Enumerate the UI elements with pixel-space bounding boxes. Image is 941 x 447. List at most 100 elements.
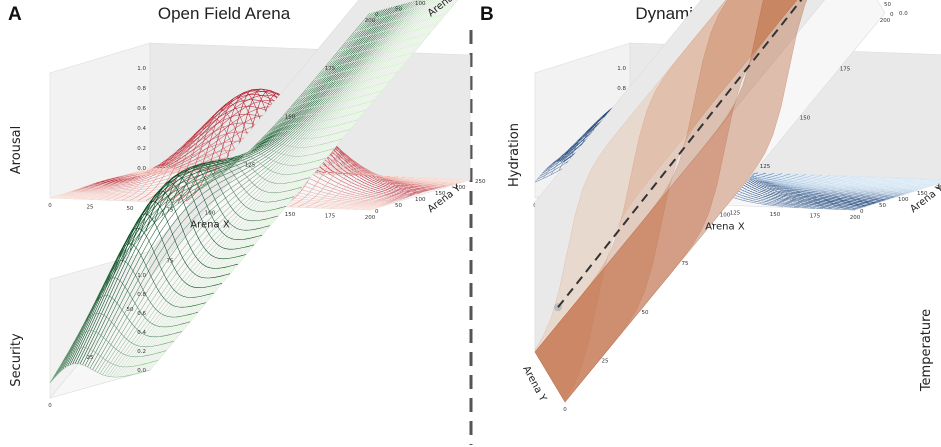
- hydration-x-tick-label: 150: [770, 212, 781, 218]
- security-mesh-line-x: [281, 90, 383, 118]
- arousal-x-tick-label: 150: [285, 212, 296, 218]
- hydration-mesh-line-x: [774, 176, 871, 206]
- security-mesh-line-x: [289, 80, 391, 109]
- security-mesh-line-x: [273, 100, 375, 127]
- security-x-tick-label: 50: [127, 307, 134, 313]
- arousal-x-tick-label: 75: [167, 208, 174, 214]
- security-mesh-line-x: [297, 71, 399, 99]
- hydration-mesh-line-x: [814, 178, 911, 209]
- security-y-tick-label: 100: [415, 1, 426, 7]
- security-mesh-line-x: [193, 160, 295, 203]
- hydration-mesh-line-x: [846, 179, 941, 210]
- hydration-y-tick-label: 150: [917, 191, 928, 197]
- temperature-surface-mesh: [534, 0, 808, 403]
- temperature-x-tick-label: 200: [880, 18, 891, 24]
- security-mesh-line-x: [73, 312, 175, 348]
- security-mesh-line-x: [65, 330, 167, 358]
- arousal-x-tick-label: 200: [365, 215, 376, 221]
- security-mesh-line-x: [201, 158, 303, 194]
- hydration-x-tick-label: 125: [730, 211, 741, 217]
- security-z-axis-title: Security: [9, 333, 24, 387]
- security-mesh-line-x: [313, 52, 415, 81]
- security-mesh-line-x: [337, 23, 439, 52]
- temperature-sigmoid-sheet: [534, 0, 808, 403]
- hydration-y-tick-label: 0: [860, 209, 864, 215]
- temperature-z-axis-title: Temperature: [919, 309, 934, 392]
- security-mesh-line-x: [217, 154, 319, 178]
- security-mesh-line-x: [49, 363, 151, 384]
- temperature-sigmoid-sheet: [534, 0, 798, 403]
- arousal-mesh-line-x: [313, 173, 415, 208]
- temperature-x-tick-label: 25: [602, 358, 609, 364]
- arousal-x-tick-label: 0: [48, 203, 52, 209]
- hydration-mesh-line-x: [782, 177, 879, 207]
- hydration-mesh-line-x: [798, 177, 895, 208]
- security-mesh-line-x: [97, 260, 199, 318]
- arousal-y-tick-label: 50: [395, 203, 402, 209]
- temperature-x-tick-label: 100: [720, 213, 731, 219]
- hydration-mesh-line-x: [806, 177, 903, 209]
- security-mesh-line-x: [369, 0, 418, 14]
- arousal-mesh-line-x: [337, 178, 439, 209]
- arousal-x-tick-label: 175: [325, 214, 336, 220]
- hydration-mesh-line-x: [758, 176, 855, 204]
- arousal-y-tick-label: 150: [435, 191, 446, 197]
- security-z-tick-label: 0.6: [137, 311, 146, 317]
- panel-a-letter: A: [8, 4, 22, 25]
- security-surface-mesh: [49, 0, 458, 384]
- arousal-mesh-line-x: [369, 179, 471, 211]
- security-mesh-line-x: [121, 213, 223, 288]
- security-mesh-line-x: [145, 181, 247, 260]
- security-mesh-line-x: [129, 201, 231, 279]
- arousal-mesh-line-x: [321, 177, 423, 209]
- security-x-tick-label: 125: [245, 162, 256, 168]
- temperature-sigmoid-sheet: [534, 0, 798, 403]
- security-x-tick-label: 0: [48, 403, 52, 409]
- temperature-sigmoid-sheet: [534, 0, 798, 401]
- security-x-tick-label: 100: [205, 211, 216, 217]
- security-mesh-line-x: [321, 42, 423, 71]
- trajectory-arrow-line: [557, 0, 803, 308]
- security-mesh-line-x: [153, 175, 255, 250]
- arousal-mesh-line-x: [361, 179, 463, 210]
- security-mesh-line-x: [169, 166, 271, 231]
- arousal-y-tick-label: 100: [415, 197, 426, 203]
- arousal-mesh-line-x: [289, 155, 391, 207]
- security-x-tick-label: 175: [325, 66, 336, 72]
- security-y-tick-label: 50: [395, 6, 402, 12]
- arousal-z-tick-label: 0.4: [137, 126, 146, 132]
- security-mesh-line-x: [225, 151, 327, 172]
- arousal-z-tick-label: 0.8: [137, 86, 146, 92]
- hydration-y-tick-label: 50: [879, 203, 886, 209]
- temperature-floor-pane: [534, 0, 886, 403]
- arousal-mesh-line-x: [57, 167, 159, 199]
- arousal-mesh-line-x: [345, 178, 447, 210]
- hydration-y-tick-label: 100: [898, 197, 909, 203]
- security-x-tick-label: 75: [167, 259, 174, 265]
- arousal-z-tick-label: 0.6: [137, 106, 146, 112]
- security-mesh-line-x: [113, 227, 215, 298]
- hydration-mesh-line-x: [838, 179, 935, 210]
- arousal-x-tick-label: 25: [87, 205, 94, 211]
- security-mesh-line-x: [81, 295, 183, 338]
- security-mesh-line-x: [177, 163, 279, 222]
- arousal-mesh-line-x: [49, 167, 151, 199]
- security-mesh-line-x: [105, 243, 207, 308]
- arousal-z-tick-label: 0.2: [137, 146, 146, 152]
- security-z-tick-label: 0.0: [137, 368, 146, 374]
- hydration-mesh-line-x: [790, 177, 887, 208]
- security-x-tick-label: 25: [87, 355, 94, 361]
- arousal-z-tick-label: 1.0: [137, 66, 146, 72]
- panel-a-title: Open Field Arena: [158, 4, 291, 23]
- arousal-z-axis-title: Arousal: [9, 126, 24, 175]
- security-mesh-line-x: [241, 138, 343, 159]
- security-mesh-line-x: [265, 109, 367, 135]
- arousal-mesh-line-x: [89, 169, 191, 200]
- temperature-y-tick-label: 50: [884, 2, 891, 8]
- hydration-x-tick-label: 200: [850, 215, 861, 221]
- security-mesh-line-x: [137, 190, 239, 269]
- arousal-mesh-line-x: [353, 179, 455, 210]
- arousal-mesh-line-x: [113, 161, 215, 201]
- temperature-y-axis-title: Arena Y: [520, 364, 548, 404]
